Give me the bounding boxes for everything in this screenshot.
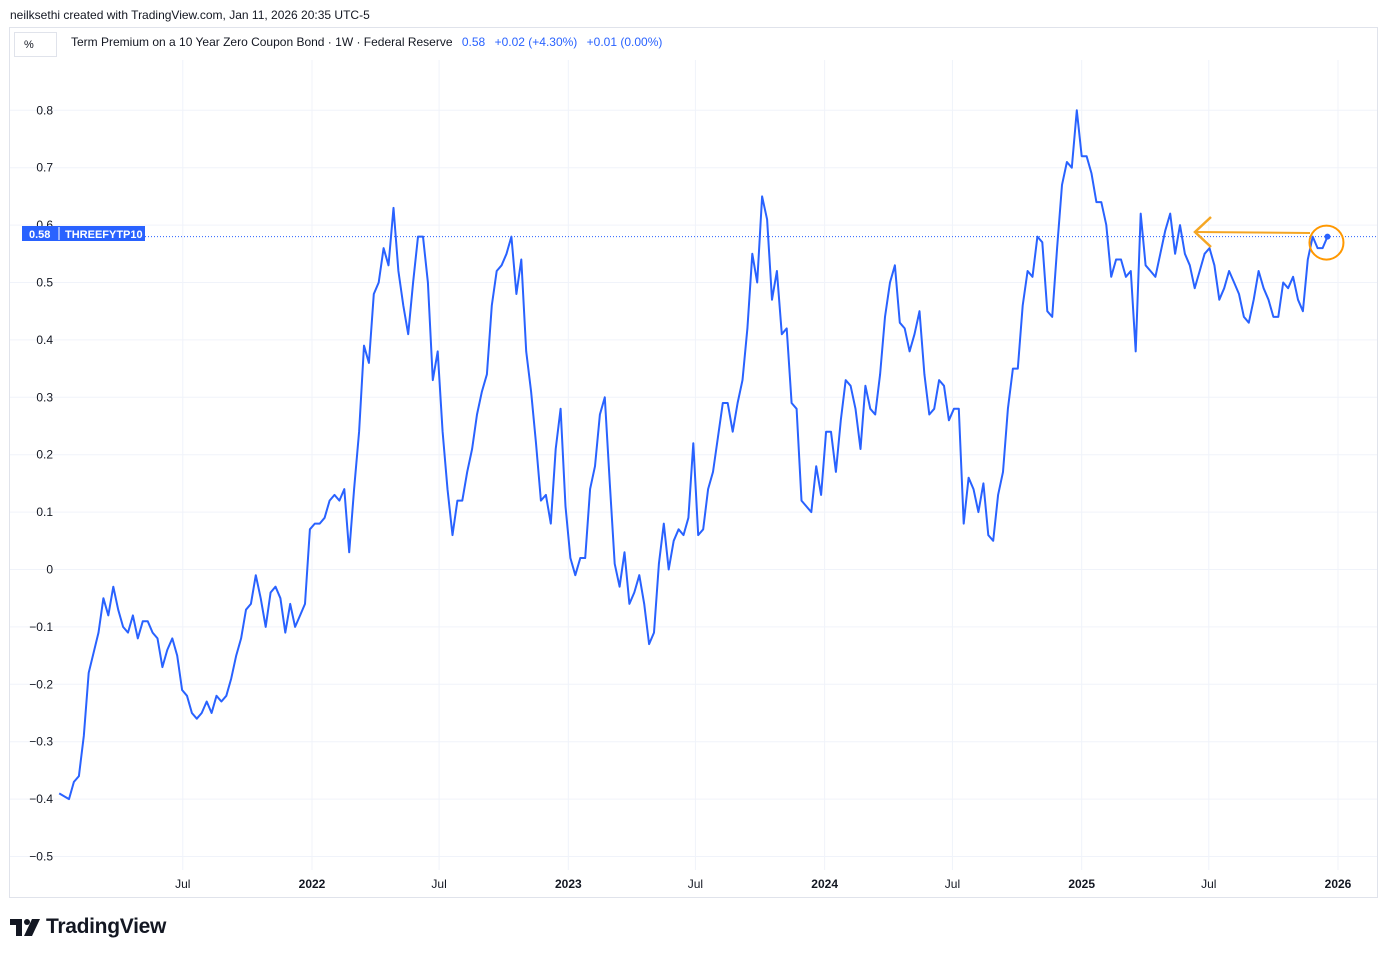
y-tick-label: 0.8: [36, 103, 53, 117]
x-tick-label: Jul: [1201, 877, 1216, 891]
price-tag: 0.58 THREEFYTP10: [22, 226, 145, 241]
highlight-circle: [1308, 224, 1345, 261]
x-tick-label: Jul: [431, 877, 446, 891]
annotation-arrow: [1193, 216, 1311, 248]
y-tick-label: 0.1: [36, 505, 53, 519]
chart-frame: [9, 27, 1378, 898]
series-line: [58, 109, 1329, 801]
y-axis: 0.80.70.60.50.40.30.20.10−0.1−0.2−0.3−0.…: [29, 103, 53, 863]
series-legend[interactable]: Term Premium on a 10 Year Zero Coupon Bo…: [71, 35, 662, 49]
price-tag-bg: [22, 226, 145, 241]
left-arrow-icon: [1195, 231, 1311, 234]
arrow-head: [1193, 216, 1212, 248]
legend-change: +0.02 (+4.30%): [494, 35, 578, 49]
scale-label: %: [24, 38, 34, 51]
x-tick-label: 2025: [1068, 877, 1095, 891]
attribution-text: neilksethi created with TradingView.com,…: [10, 8, 370, 22]
price-tag-value: 0.58: [29, 229, 50, 241]
y-tick-label: 0.3: [36, 390, 53, 404]
y-tick-label: −0.1: [29, 620, 53, 634]
legend-last-value: 0.58: [461, 35, 486, 49]
legend-title: Term Premium on a 10 Year Zero Coupon Bo…: [71, 35, 453, 49]
y-tick-label: 0.4: [36, 333, 53, 347]
brand-name: TradingView: [46, 915, 167, 938]
x-tick-label: Jul: [688, 877, 703, 891]
y-tick-label: 0.7: [36, 161, 53, 175]
last-value-dot: [1324, 233, 1331, 240]
y-tick-label: 0.2: [36, 448, 53, 462]
legend-change-2: +0.01 (0.00%): [586, 35, 663, 49]
x-axis: Jul 2022 Jul 2023 Jul 2024 Jul 2025 Jul 2026: [175, 877, 1352, 891]
x-tick-label: Jul: [945, 877, 960, 891]
x-tick-label: 2024: [811, 877, 838, 891]
scale-button[interactable]: %: [14, 32, 57, 57]
y-tick-label: −0.4: [29, 792, 53, 806]
tradingview-logo-icon: [10, 919, 40, 936]
y-tick-label: 0: [46, 563, 53, 577]
y-tick-label: −0.3: [29, 735, 53, 749]
chart-grid: [10, 60, 1377, 870]
y-tick-label: −0.5: [29, 850, 53, 864]
tradingview-logo[interactable]: TradingView: [10, 915, 166, 939]
y-tick-label: 0.5: [36, 276, 53, 290]
x-tick-label: 2023: [555, 877, 582, 891]
x-tick-label: 2022: [299, 877, 326, 891]
price-tag-symbol: THREEFYTP10: [65, 229, 143, 241]
x-tick-label: 2026: [1325, 877, 1352, 891]
y-tick-label: −0.2: [29, 677, 53, 691]
x-tick-label: Jul: [175, 877, 190, 891]
